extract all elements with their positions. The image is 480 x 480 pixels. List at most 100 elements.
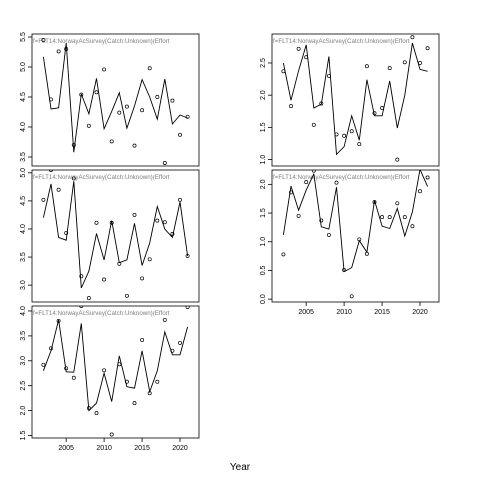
fitted-series-line xyxy=(42,42,188,153)
x-tick-label: 2005 xyxy=(58,445,74,452)
y-tick-label: 3.5 xyxy=(20,152,27,162)
y-tick-label: 3.5 xyxy=(20,331,27,341)
y-tick-label: 0.0 xyxy=(260,294,267,304)
observed-point xyxy=(425,175,430,180)
observed-point xyxy=(109,139,114,144)
observed-point xyxy=(170,98,175,103)
observed-point xyxy=(178,340,182,345)
observed-point xyxy=(132,212,137,217)
observed-point xyxy=(304,180,309,185)
y-tick-label: 2.5 xyxy=(260,58,267,68)
panel-1: f=FLT14:NorwayAcSurvey(Catch:Unknown)(Ef… xyxy=(20,32,200,167)
observed-point xyxy=(56,49,61,54)
observed-point xyxy=(380,106,385,110)
observed-point xyxy=(162,161,167,165)
observed-point xyxy=(395,157,400,162)
observed-point xyxy=(71,375,76,380)
observed-point xyxy=(319,101,324,106)
observed-point xyxy=(71,143,76,147)
y-tick-label: 1.0 xyxy=(260,237,267,247)
observed-point xyxy=(49,346,53,351)
observed-point xyxy=(289,104,293,109)
fitted-series-line xyxy=(42,181,189,289)
observed-point xyxy=(109,220,114,225)
y-tick-label: 4.0 xyxy=(20,122,27,132)
fitted-series-line xyxy=(282,42,428,156)
chart-panels: f=FLT14:NorwayAcSurvey(Catch:Unknown)(Ef… xyxy=(20,32,440,452)
observed-point xyxy=(162,220,167,225)
observed-point xyxy=(418,189,422,194)
observed-point xyxy=(170,348,175,353)
observed-point xyxy=(342,267,347,272)
fitted-series-line xyxy=(282,170,429,273)
observed-point xyxy=(425,46,430,51)
observed-point xyxy=(185,253,190,258)
y-tick-label: 3.0 xyxy=(20,280,27,290)
observed-point xyxy=(326,232,331,237)
y-tick-label: 0.5 xyxy=(260,265,267,275)
observed-point xyxy=(117,261,122,266)
panel-3: f=FLT14:NorwayAcSurvey(Catch:Unknown)(Ef… xyxy=(20,168,200,303)
x-tick-label: 2010 xyxy=(96,445,112,452)
observed-point xyxy=(296,213,301,218)
observed-point xyxy=(155,218,160,223)
observed-point xyxy=(311,122,316,127)
y-tick-label: 1.5 xyxy=(20,431,27,441)
observed-point xyxy=(410,35,415,40)
observed-point xyxy=(41,38,46,42)
y-tick-label: 3.0 xyxy=(20,356,27,366)
observed-point xyxy=(349,294,354,299)
observed-point xyxy=(71,176,76,181)
panel-frame xyxy=(271,169,440,303)
observed-point xyxy=(41,362,46,367)
observed-point xyxy=(178,197,182,202)
y-tick-label: 2.0 xyxy=(20,406,27,416)
y-tick-label: 2.0 xyxy=(260,179,267,189)
y-tick-label: 4.5 xyxy=(20,92,27,102)
x-tick-label: 2005 xyxy=(298,309,314,316)
observed-point xyxy=(402,215,407,220)
observed-point xyxy=(102,67,107,72)
observed-point xyxy=(124,104,129,109)
observed-point xyxy=(387,66,392,71)
observed-point xyxy=(357,142,362,147)
x-tick-label: 2015 xyxy=(374,309,390,316)
panel-title: f=FLT14:NorwayAcSurvey(Catch:Unknown)(Ef… xyxy=(273,38,410,45)
observed-point xyxy=(281,69,286,74)
observed-point xyxy=(147,257,152,262)
y-tick-label: 5.5 xyxy=(20,32,27,42)
observed-point xyxy=(147,391,152,396)
fitted-series-line xyxy=(42,319,189,412)
y-tick-label: 5.0 xyxy=(20,168,27,178)
observed-point xyxy=(109,432,114,437)
y-tick-label: 4.0 xyxy=(20,224,27,234)
observed-point xyxy=(380,215,385,220)
observed-point xyxy=(124,379,129,384)
panel-frame xyxy=(31,33,200,167)
observed-point xyxy=(162,317,167,322)
observed-point xyxy=(86,406,91,411)
observed-point xyxy=(155,379,160,384)
observed-point xyxy=(402,60,407,65)
y-tick-label: 2.5 xyxy=(20,381,27,391)
observed-point xyxy=(349,129,354,134)
observed-point xyxy=(387,215,392,220)
observed-point xyxy=(102,277,107,282)
observed-point xyxy=(49,97,53,102)
observed-point xyxy=(79,274,84,279)
observed-point xyxy=(117,362,122,367)
observed-point xyxy=(140,276,145,281)
observed-point xyxy=(289,190,293,195)
observed-point xyxy=(41,197,46,202)
observed-point xyxy=(64,366,69,371)
observed-point xyxy=(334,180,339,185)
observed-point xyxy=(319,218,324,223)
observed-point xyxy=(117,110,122,115)
x-tick-label: 2020 xyxy=(172,445,188,452)
observed-point xyxy=(64,47,69,51)
x-tick-label: 2010 xyxy=(336,309,352,316)
observed-point xyxy=(132,143,137,148)
observed-point xyxy=(342,133,347,138)
observed-point xyxy=(155,95,160,99)
observed-point xyxy=(56,318,61,323)
